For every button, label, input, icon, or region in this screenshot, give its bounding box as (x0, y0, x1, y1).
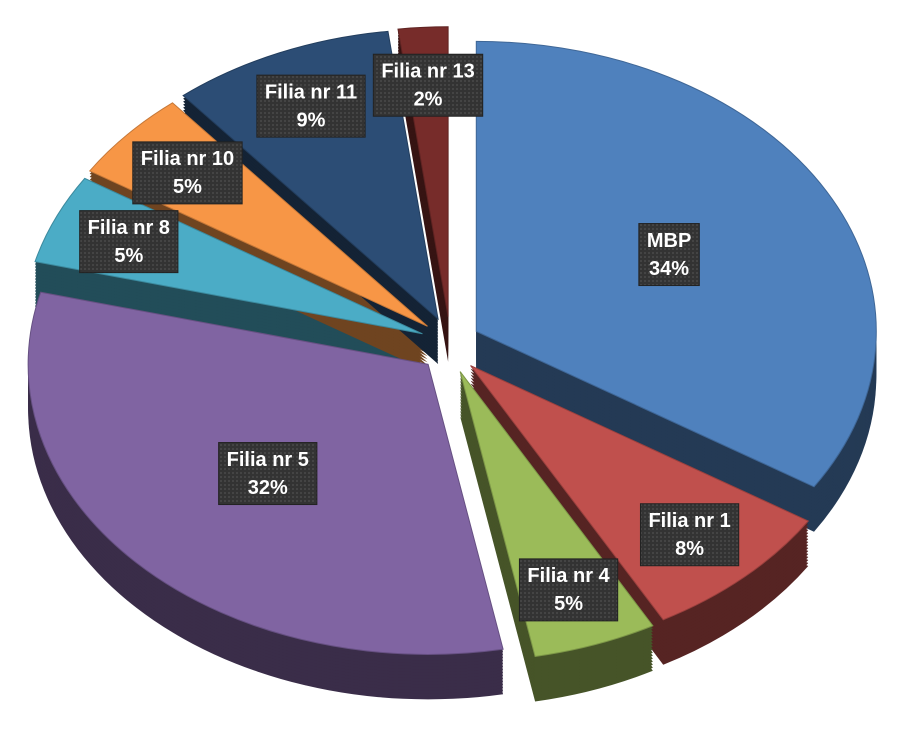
label-box (256, 74, 366, 138)
label-box (638, 223, 700, 287)
value-label: 9% (297, 109, 326, 131)
value-label: 8% (675, 538, 704, 560)
category-label: Filia nr 13 (381, 61, 474, 83)
value-label: 32% (248, 477, 288, 499)
label-box (132, 141, 243, 205)
data-label: Filia nr 11 9% (256, 74, 366, 138)
value-label: 5% (173, 176, 202, 198)
category-label: Filia nr 10 (141, 148, 234, 170)
value-label: 5% (114, 245, 143, 267)
category-label: Filia nr 11 (265, 81, 357, 103)
data-label: Filia nr 8 5% (79, 210, 179, 274)
data-labels: MBP 34% Filia nr 1 8% Filia nr 4 5% Filia nr 5… (79, 53, 740, 622)
category-label: Filia nr 8 (88, 217, 170, 239)
value-label: 34% (649, 258, 689, 280)
data-label: Filia nr 13 2% (372, 53, 484, 117)
data-label: Filia nr 5 32% (218, 442, 318, 506)
category-label: Filia nr 4 (527, 565, 610, 587)
label-box (639, 503, 740, 567)
category-label: Filia nr 5 (227, 449, 309, 471)
data-label: Filia nr 4 5% (518, 558, 619, 622)
label-box (372, 53, 484, 117)
value-label: 5% (554, 593, 583, 615)
label-box (218, 442, 318, 506)
category-label: Filia nr 1 (648, 510, 730, 532)
slice-tops (27, 26, 877, 658)
value-label: 2% (414, 89, 443, 111)
category-label: MBP (647, 230, 691, 252)
data-label: Filia nr 1 8% (639, 503, 740, 567)
label-box (79, 210, 179, 274)
data-label: Filia nr 10 5% (132, 141, 243, 205)
data-label: MBP 34% (638, 223, 700, 287)
label-box (518, 558, 619, 622)
